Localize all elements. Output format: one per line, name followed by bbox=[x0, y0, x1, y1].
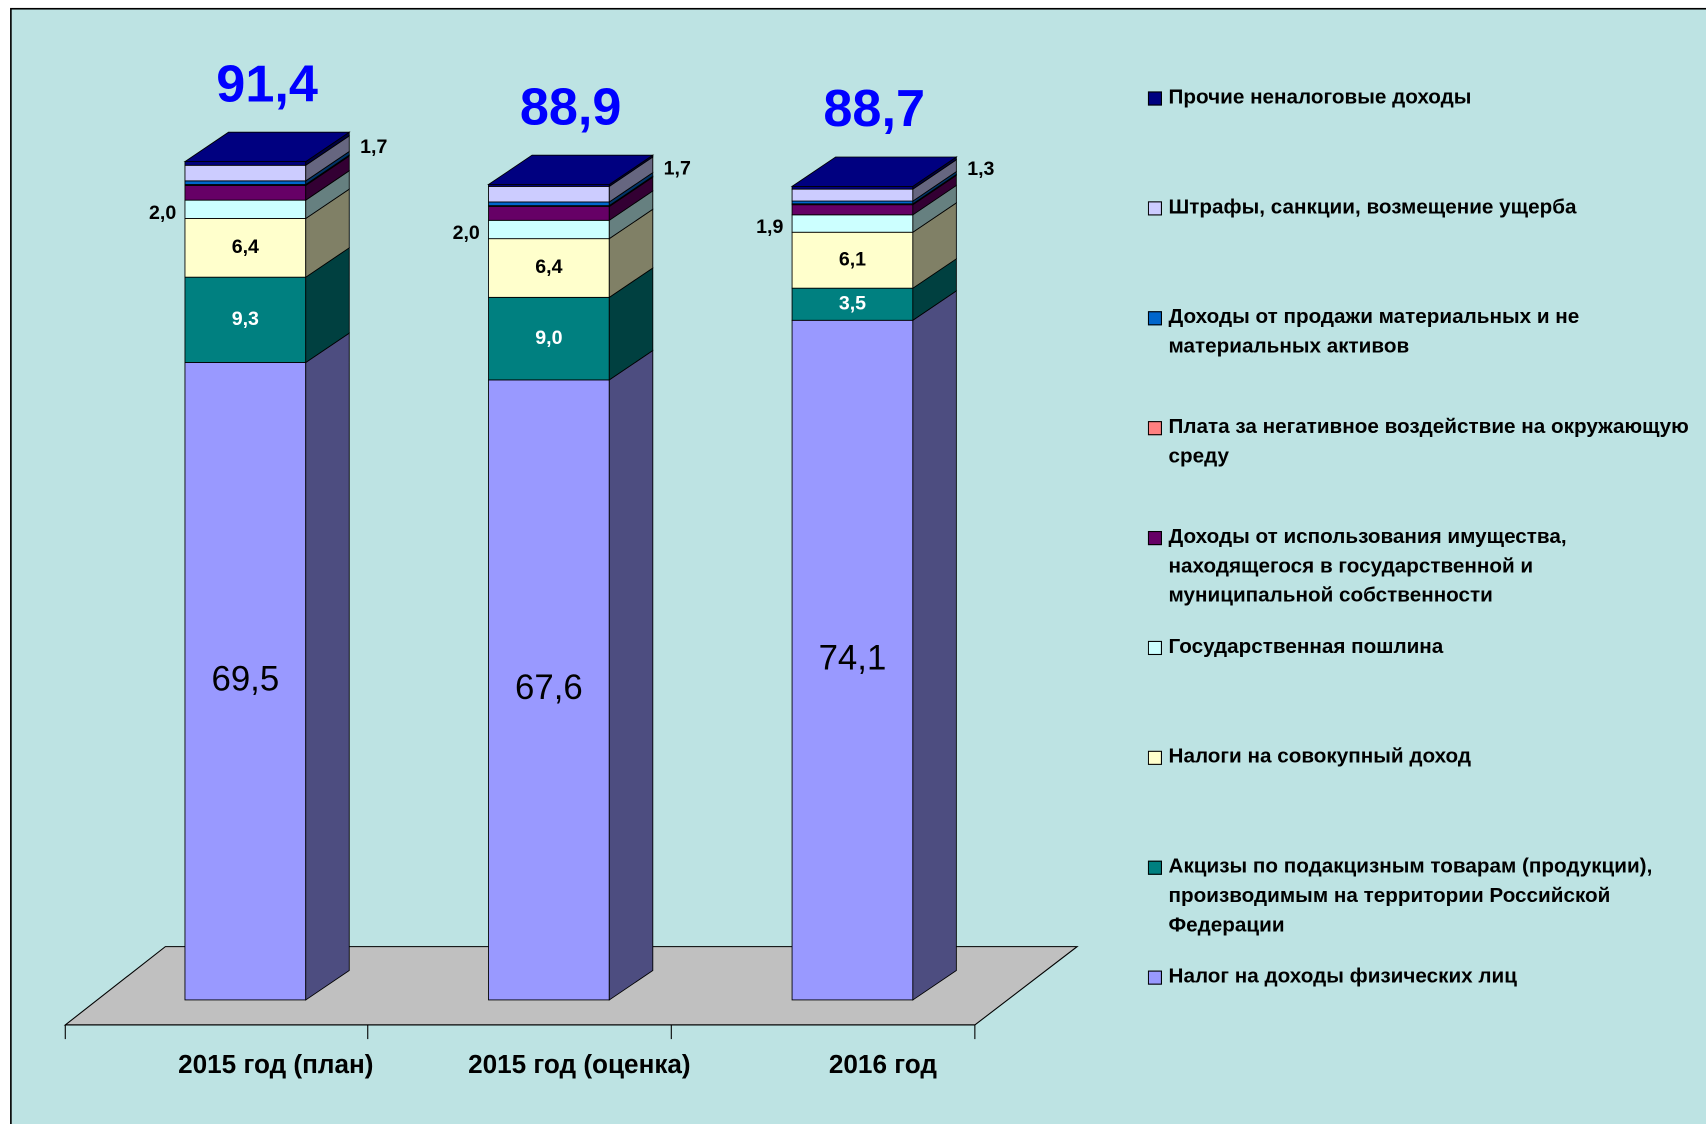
legend-item: Штрафы, санкции, возмещение ущерба bbox=[1147, 193, 1703, 222]
legend-label: Налоги на совокупный доход bbox=[1168, 745, 1472, 769]
legend-item: Плата за негативное воздействие на окруж… bbox=[1147, 412, 1703, 471]
bar-segment bbox=[184, 164, 307, 182]
legend: Налог на доходы физических лиц Акцизы по … bbox=[1147, 0, 1706, 1088]
bar-top bbox=[790, 156, 958, 187]
bar-segment bbox=[184, 161, 307, 166]
data-label: 6,1 bbox=[839, 248, 866, 270]
bar-segment bbox=[791, 231, 914, 289]
bar-segment bbox=[488, 185, 610, 203]
x-tick-label: 2015 год (оценка) bbox=[468, 1049, 691, 1079]
bar-segment bbox=[184, 199, 307, 219]
legend-swatch bbox=[1147, 201, 1162, 216]
bar-segment bbox=[488, 206, 610, 221]
bar-segment bbox=[488, 296, 610, 381]
bar-side bbox=[912, 290, 957, 1001]
data-label: 1,7 bbox=[664, 157, 691, 179]
legend-swatch bbox=[1147, 640, 1162, 656]
legend-item: Прочие неналоговые доходы bbox=[1147, 83, 1703, 112]
bar-segment bbox=[791, 287, 914, 321]
data-label: 1,3 bbox=[967, 158, 994, 180]
data-label: 6,4 bbox=[535, 256, 562, 278]
bar-segment bbox=[184, 185, 307, 201]
legend-label: Акцизы по подакцизным товарам (продукции… bbox=[1168, 855, 1653, 937]
bar-segment bbox=[791, 214, 914, 233]
bar-top bbox=[183, 131, 351, 163]
bar-top bbox=[487, 154, 655, 185]
data-label: 67,6 bbox=[515, 668, 583, 707]
legend-label: Плата за негативное воздействие на окруж… bbox=[1168, 415, 1689, 468]
bar-segment bbox=[791, 188, 914, 202]
legend-item: Доходы от продажи материальных и не мате… bbox=[1147, 303, 1703, 362]
legend-swatch bbox=[1147, 91, 1162, 106]
data-label: 74,1 bbox=[819, 638, 887, 677]
legend-item: Доходы от использования имущества, наход… bbox=[1147, 522, 1703, 610]
x-tick-label: 2015 год (план) bbox=[178, 1049, 373, 1079]
data-label: 9,3 bbox=[232, 308, 259, 330]
legend-swatch bbox=[1147, 970, 1162, 985]
legend-item: Государственная пошлина bbox=[1147, 632, 1703, 661]
bar-segment bbox=[184, 218, 307, 278]
legend-swatch bbox=[1147, 750, 1162, 765]
bar-segment bbox=[184, 276, 307, 363]
total-label: 88,7 bbox=[823, 80, 925, 138]
legend-item: Налоги на совокупный доход bbox=[1147, 742, 1703, 771]
legend-swatch bbox=[1147, 860, 1162, 875]
legend-label: Штрафы, санкции, возмещение ущерба bbox=[1168, 195, 1577, 219]
bar-side bbox=[608, 349, 654, 1001]
data-label: 2,0 bbox=[453, 222, 480, 244]
legend-swatch bbox=[1147, 421, 1162, 436]
legend-label: Государственная пошлина bbox=[1168, 635, 1444, 659]
bar-segment bbox=[488, 201, 610, 207]
bar-segment bbox=[184, 180, 307, 185]
x-tick-label: 2016 год bbox=[829, 1049, 937, 1079]
bar-segment bbox=[791, 319, 914, 1001]
data-label: 1,7 bbox=[360, 136, 387, 158]
legend-label: Доходы от использования имущества, наход… bbox=[1168, 525, 1567, 608]
legend-swatch bbox=[1147, 311, 1162, 326]
data-label: 3,5 bbox=[839, 292, 866, 314]
data-label: 6,4 bbox=[232, 236, 259, 258]
legend-item: Акцизы по подакцизным товарам (продукции… bbox=[1147, 852, 1703, 940]
legend-item: Налог на доходы физических лиц bbox=[1147, 962, 1703, 991]
bar-segment bbox=[488, 219, 610, 240]
bar-segment bbox=[184, 362, 307, 1001]
bar-segment bbox=[488, 379, 610, 1001]
legend-swatch bbox=[1147, 530, 1162, 546]
legend-box: Налог на доходы физических лиц Акцизы по … bbox=[1147, 0, 1706, 1088]
legend-label: Прочие неналоговые доходы bbox=[1168, 85, 1472, 109]
legend-label: Налог на доходы физических лиц bbox=[1168, 965, 1517, 988]
total-label: 91,4 bbox=[216, 55, 318, 113]
data-label: 1,9 bbox=[756, 216, 783, 238]
legend-label: Доходы от продажи материальных и не мате… bbox=[1168, 305, 1580, 358]
total-label: 88,9 bbox=[520, 78, 622, 136]
data-label: 9,0 bbox=[535, 327, 562, 349]
data-label: 69,5 bbox=[211, 659, 279, 698]
bar-segment bbox=[791, 204, 914, 216]
data-label: 2,0 bbox=[149, 202, 176, 224]
bar-side bbox=[305, 332, 350, 1001]
